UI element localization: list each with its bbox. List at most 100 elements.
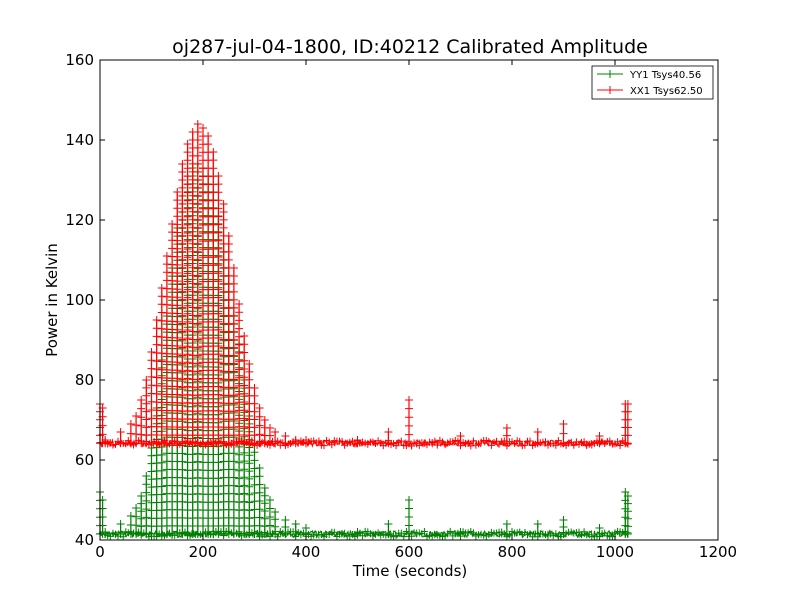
data-point [204, 132, 213, 448]
spike-markers [137, 492, 146, 538]
data-point [147, 348, 156, 448]
spike-markers [623, 400, 632, 448]
data-point [559, 516, 568, 538]
x-tick-label: 0 [95, 543, 105, 561]
data-point [240, 332, 249, 448]
y-tick-label: 120 [65, 211, 94, 229]
data-point [224, 232, 233, 448]
data-point [271, 508, 280, 538]
spike-markers [623, 492, 632, 538]
data-point [271, 428, 280, 448]
spike-markers [559, 420, 568, 448]
spike-markers [142, 472, 151, 538]
data-point [291, 436, 300, 448]
spike-markers [173, 188, 182, 448]
spike-markers [291, 520, 300, 538]
data-point [173, 188, 182, 448]
data-point [132, 412, 141, 448]
x-tick-label: 600 [395, 543, 424, 561]
data-point [353, 528, 362, 538]
spike-markers [271, 508, 280, 538]
y-axis-label: Power in Kelvin [43, 243, 61, 357]
spike-markers [595, 432, 604, 448]
data-point [250, 384, 259, 448]
spike-markers [595, 524, 604, 538]
spike-markers [302, 436, 310, 448]
spike-markers [405, 496, 413, 538]
data-point [137, 492, 146, 538]
spike-markers [266, 496, 274, 538]
y-tick-label: 160 [65, 51, 94, 69]
x-tick-label: 1000 [596, 543, 634, 561]
spike-markers [281, 432, 290, 448]
data-point [502, 520, 511, 538]
data-point [199, 124, 207, 448]
data-point [219, 200, 228, 448]
spike-markers [132, 412, 141, 448]
spike-markers [302, 524, 310, 538]
data-point [168, 220, 177, 448]
spike-markers [142, 376, 151, 448]
spike-markers [255, 464, 264, 538]
spike-markers [116, 428, 125, 448]
spike-markers [178, 160, 187, 448]
data-point [101, 528, 110, 538]
spike-markers [533, 428, 542, 448]
data-point [353, 436, 362, 448]
spike-markers [229, 264, 238, 448]
spike-markers [137, 396, 146, 448]
data-point [533, 520, 542, 538]
spike-markers [147, 348, 156, 448]
spike-markers [255, 404, 264, 448]
data-point [405, 496, 413, 538]
data-point [623, 400, 632, 448]
data-point [245, 360, 254, 448]
spike-markers [271, 428, 280, 448]
y-tick-label: 100 [65, 291, 94, 309]
data-point [255, 464, 264, 538]
data-point [255, 404, 264, 448]
spike-markers [456, 528, 465, 538]
chart-title: oj287-jul-04-1800, ID:40212 Calibrated A… [172, 36, 648, 58]
legend-label-yy1: YY1 Tsys40.56 [629, 70, 701, 81]
data-point [152, 316, 161, 448]
data-point [214, 172, 223, 448]
spike-markers [199, 124, 207, 448]
spike-markers [250, 384, 259, 448]
data-point [533, 428, 542, 448]
legend: YY1 Tsys40.56 XX1 Tsys62.50 [591, 65, 714, 100]
spike-markers [384, 520, 393, 538]
legend-entry-yy1: YY1 Tsys40.56 [597, 70, 701, 81]
data-point [116, 428, 125, 448]
legend-box [591, 65, 714, 100]
spike-markers [456, 432, 465, 448]
data-point [137, 396, 146, 448]
spike-markers [559, 516, 568, 538]
y-tick-label: 80 [75, 371, 94, 389]
data-point [209, 148, 218, 448]
data-point [456, 528, 465, 538]
y-tick-label: 40 [75, 531, 94, 549]
data-point [266, 496, 274, 538]
legend-entry-xx1: XX1 Tsys62.50 [597, 86, 703, 97]
spike-markers [168, 220, 177, 448]
data-point [229, 264, 238, 448]
data-point [142, 472, 151, 538]
spike-markers [101, 436, 110, 448]
spike-markers [126, 512, 135, 538]
spike-markers [245, 360, 254, 448]
spike-markers [224, 232, 233, 448]
spike-markers [183, 140, 192, 448]
data-point [157, 284, 166, 448]
data-point [188, 128, 197, 448]
spike-markers [291, 436, 300, 448]
spike-markers [204, 132, 213, 448]
data-point [595, 524, 604, 538]
data-point [116, 520, 125, 538]
data-point [147, 444, 156, 538]
data-point [595, 432, 604, 448]
data-point [132, 504, 141, 538]
legend-label-xx1: XX1 Tsys62.50 [630, 86, 703, 97]
spike-markers [384, 428, 393, 448]
